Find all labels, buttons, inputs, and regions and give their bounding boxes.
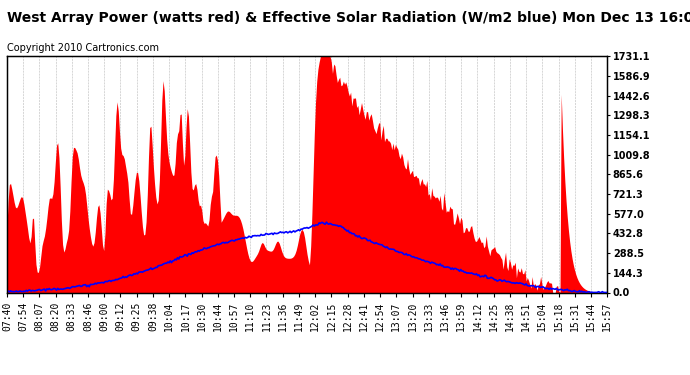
Text: West Array Power (watts red) & Effective Solar Radiation (W/m2 blue) Mon Dec 13 : West Array Power (watts red) & Effective…	[7, 11, 690, 25]
Text: Copyright 2010 Cartronics.com: Copyright 2010 Cartronics.com	[7, 43, 159, 53]
